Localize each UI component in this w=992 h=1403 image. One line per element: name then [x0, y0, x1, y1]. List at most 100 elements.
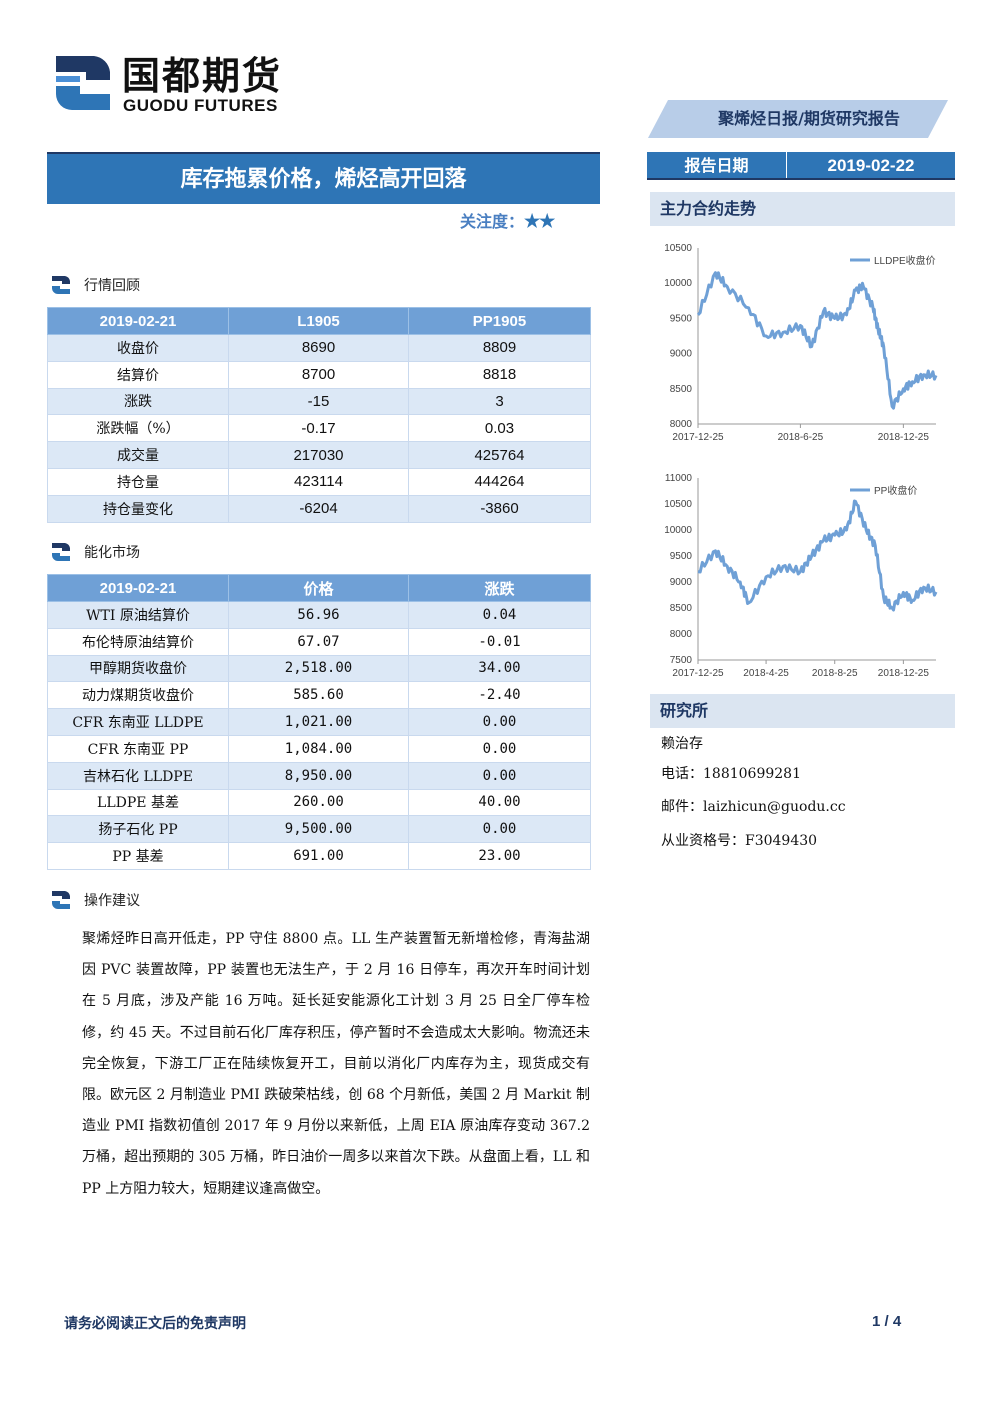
x-tick-label: 2018-12-25 — [878, 432, 930, 443]
row-label: 结算价 — [47, 360, 229, 389]
y-tick-label: 7500 — [670, 655, 693, 666]
table-row: 吉林石化 LLDPE 8,950.00 0.00 — [47, 761, 591, 790]
y-tick-label: 9500 — [670, 551, 693, 562]
advice-text: 聚烯烃昨日高开低走，PP 守住 8800 点。LL 生产装置暂无新增检修，青海盐… — [82, 931, 590, 1197]
focus-rating: 关注度：★★ — [460, 208, 555, 232]
y-tick-label: 9000 — [670, 577, 693, 588]
lldpe-price-chart: 8000 8500 9000 9500 10000 10500 2017-12-25 2018… — [664, 243, 938, 443]
x-tick-label: 2017-12-25 — [672, 432, 724, 443]
cell-value: -2.40 — [408, 681, 591, 710]
market-review-heading: 行情回顾 — [50, 273, 140, 297]
table-row: 收盘价 8690 8809 — [47, 334, 591, 362]
table-row: 持仓量 423114 444264 — [47, 467, 591, 496]
report-date-label: 报告日期 — [647, 152, 787, 178]
y-tick-label: 10500 — [664, 243, 692, 254]
section-bullet-icon — [52, 276, 70, 294]
disclaimer-note: 请务必阅读正文后的免责声明 — [64, 1316, 246, 1332]
legend-label: PP收盘价 — [874, 484, 917, 497]
cell-value: 2,518.00 — [228, 654, 409, 683]
report-title: 库存拖累价格，烯烃高开回落 — [180, 166, 467, 192]
row-label: PP 基差 — [47, 842, 229, 870]
y-tick-label: 8500 — [670, 603, 693, 614]
section-bullet-icon — [52, 543, 70, 561]
cell-value: 217030 — [228, 441, 409, 469]
cell-value: 3 — [408, 387, 591, 416]
y-tick-label: 8000 — [670, 419, 693, 430]
table-row: 持仓量变化 -6204 -3860 — [47, 494, 591, 523]
logo-chinese-name: 国都期货 — [122, 54, 283, 98]
energy-market-heading: 能化市场 — [50, 540, 140, 564]
table-row: LLDPE 基差 260.00 40.00 — [47, 788, 591, 817]
y-tick-label: 9000 — [670, 349, 693, 360]
legend-label: LLDPE收盘价 — [874, 254, 936, 267]
cell-value: -0.17 — [228, 414, 409, 443]
cell-value: 691.00 — [228, 842, 409, 870]
cell-value: 444264 — [408, 467, 591, 496]
cell-value: 9,500.00 — [228, 815, 409, 844]
focus-label: 关注度： — [460, 212, 525, 231]
energy-market-title: 能化市场 — [84, 545, 140, 561]
table-row: CFR 东南亚 PP 1,084.00 0.00 — [47, 734, 591, 763]
table-row: WTI 原油结算价 56.96 0.04 — [47, 601, 591, 629]
cell-value: 423114 — [228, 467, 409, 496]
row-label: 布伦特原油结算价 — [47, 627, 229, 656]
row-label: 持仓量变化 — [47, 494, 229, 523]
cell-value: 8818 — [408, 360, 591, 389]
cell-value: 0.00 — [408, 815, 591, 844]
y-tick-label: 8500 — [670, 384, 693, 395]
row-label: CFR 东南亚 PP — [47, 734, 229, 763]
guodu-logo-icon — [56, 56, 110, 110]
row-label: CFR 东南亚 LLDPE — [47, 708, 229, 736]
cell-value: 8690 — [228, 334, 409, 362]
cell-value: 8,950.00 — [228, 761, 409, 790]
cell-value: 8700 — [228, 360, 409, 389]
series-line — [696, 271, 938, 410]
analyst-license: 从业资格号：F3049430 — [661, 833, 818, 849]
institute-heading: 研究所 — [650, 694, 955, 728]
advice-title: 操作建议 — [84, 893, 140, 909]
cell-value: 585.60 — [228, 681, 409, 710]
row-label: LLDPE 基差 — [47, 788, 229, 817]
column-header: PP1905 — [408, 307, 591, 335]
row-label: 持仓量 — [47, 467, 229, 496]
table-row: 扬子石化 PP 9,500.00 0.00 — [47, 815, 591, 844]
y-tick-label: 9500 — [670, 313, 693, 324]
row-label: 动力煤期货收盘价 — [47, 681, 229, 710]
focus-stars: ★★ — [524, 211, 555, 232]
row-label: 涨跌幅（%） — [47, 414, 229, 443]
market-review-table: 2019-02-21 L1905 PP1905 收盘价 8690 8809 结算价 87… — [47, 307, 591, 523]
cell-value: 425764 — [408, 441, 591, 469]
logo-english-name: GUODU FUTURES — [123, 96, 278, 115]
table-row: 结算价 8700 8818 — [47, 360, 591, 389]
trend-heading: 主力合约走势 — [650, 192, 955, 226]
pp-price-chart: 7500 8000 8500 9000 9500 10000 10500 11000 2017-… — [664, 473, 938, 679]
y-tick-label: 10000 — [664, 278, 692, 289]
page-number: 1 / 4 — [872, 1313, 902, 1330]
y-tick-label: 10000 — [664, 525, 692, 536]
cell-value: -0.01 — [408, 627, 591, 656]
x-tick-label: 2017-12-25 — [672, 668, 724, 679]
cell-value: 260.00 — [228, 788, 409, 817]
table-row: CFR 东南亚 LLDPE 1,021.00 0.00 — [47, 708, 591, 736]
row-label: 收盘价 — [47, 334, 229, 362]
company-logo: 国都期货 GUODU FUTURES — [52, 52, 292, 116]
report-date-bar: 报告日期 2019-02-22 — [647, 152, 955, 180]
analyst-name: 赖治存 — [661, 736, 703, 752]
row-label: 涨跌 — [47, 387, 229, 416]
cell-value: 0.03 — [408, 414, 591, 443]
market-review-title: 行情回顾 — [84, 278, 140, 294]
table-row: 布伦特原油结算价 67.07 -0.01 — [47, 627, 591, 656]
column-header: 涨跌 — [408, 574, 591, 602]
cell-value: 40.00 — [408, 788, 591, 817]
report-type-label: 聚烯烃日报/期货研究报告 — [718, 109, 900, 128]
y-tick-label: 10500 — [664, 499, 692, 510]
y-tick-label: 11000 — [665, 473, 693, 484]
cell-value: 23.00 — [408, 842, 591, 870]
x-tick-label: 2018-4-25 — [743, 668, 789, 679]
cell-value: -6204 — [228, 494, 409, 523]
cell-value: 34.00 — [408, 654, 591, 683]
column-header: 2019-02-21 — [47, 307, 229, 335]
column-header: 2019-02-21 — [47, 574, 229, 602]
cell-value: 0.00 — [408, 708, 591, 736]
series-line — [697, 499, 938, 612]
